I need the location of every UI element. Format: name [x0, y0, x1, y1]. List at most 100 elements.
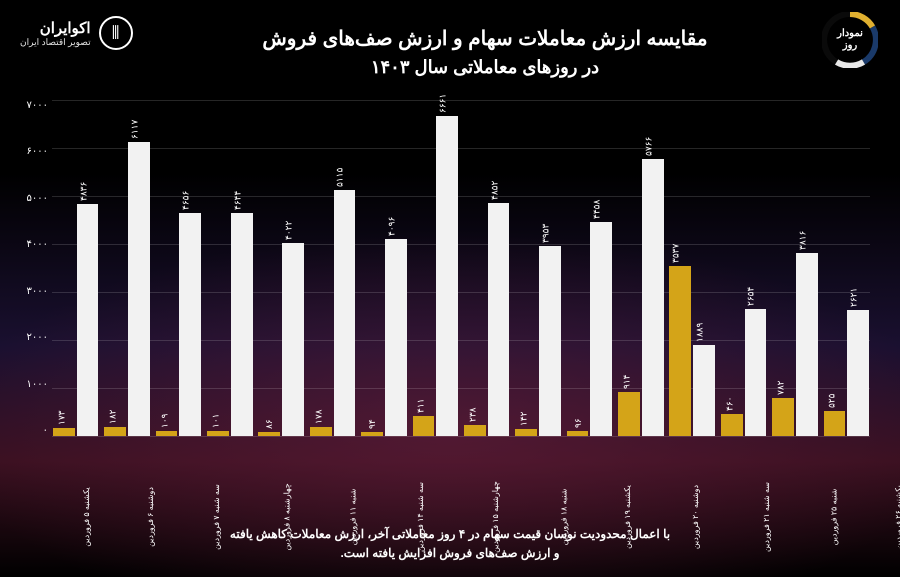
bar-value-label: ۱۷۸ — [313, 410, 324, 425]
bar-trades: ۱۸۸۹ — [693, 345, 715, 436]
bar-queues: ۸۶ — [258, 432, 280, 436]
bar-value-label: ۴۱۱ — [416, 399, 427, 414]
bar-group: ۱۸۸۹۳۵۳۷ — [669, 100, 716, 436]
bar-trades: ۵۱۱۵ — [334, 190, 356, 436]
bar-value-label: ۳۸۱۶ — [797, 231, 808, 250]
bar-queues: ۱۸۲ — [104, 427, 126, 436]
bar-queues: ۳۵۳۷ — [669, 266, 691, 436]
y-tick: ۴۰۰۰ — [12, 239, 48, 250]
bar-value-label: ۱۰۱ — [211, 414, 222, 429]
chart-badge: نمودار روز — [822, 12, 878, 68]
y-tick: ۰ — [12, 425, 48, 436]
bar-group: ۳۸۱۶ ۷۸۲ — [771, 100, 818, 436]
chart-title-block: مقایسه ارزش معاملات سهام و ارزش صف‌های ف… — [180, 26, 790, 78]
chart-bars: ۴۸۳۶۱۷۳۶۱۱۷۱۸۲۴۶۵۶۱۰۹۴۶۴۴۱۰۱۴۰۲۲۸۶۵۱۱۵۱۷… — [52, 100, 870, 436]
brand-subtitle: تصویر اقتصاد ایران — [20, 37, 91, 48]
chart-title-line2: در روزهای معاملاتی سال ۱۴۰۳ — [180, 57, 790, 78]
bar-trades: ۶۱۱۷ — [128, 142, 150, 436]
brand-logo-icon: ⦀ — [99, 16, 133, 50]
bar-group: ۶۶۶۱۴۱۱ — [412, 100, 459, 436]
bar-queues: ۱۴۲ — [515, 429, 537, 436]
bar-value-label: ۴۰۹۶ — [386, 217, 397, 236]
brand-block: اکوایران تصویر اقتصاد ایران ⦀ — [20, 16, 133, 50]
bar-group: ۴۶۴۴۱۰۱ — [206, 100, 253, 436]
y-axis: ۷۰۰۰۶۰۰۰۵۰۰۰۴۰۰۰۳۰۰۰۲۰۰۰۱۰۰۰۰ — [12, 100, 48, 436]
bar-value-label: ۲۶۲۱ — [849, 288, 860, 307]
caption-line1: با اعمال محدودیت نوسان قیمت سهام در ۴ رو… — [0, 525, 900, 544]
bar-value-label: ۷۸۲ — [776, 381, 787, 396]
bar-queues: ۱۷۳ — [53, 428, 75, 436]
brand-title: اکوایران — [20, 19, 91, 37]
bar-group: ۵۱۱۵۱۷۸ — [309, 100, 356, 436]
bar-group: ۵۷۶۶۹۱۴ — [617, 100, 664, 436]
bar-value-label: ۵۲۵ — [827, 393, 838, 408]
y-tick: ۲۰۰۰ — [12, 332, 48, 343]
page-root: اکوایران تصویر اقتصاد ایران ⦀ نمودار روز… — [0, 0, 900, 577]
y-tick: ۳۰۰۰ — [12, 286, 48, 297]
bar-trades: ۲۶۲۱ — [847, 310, 869, 436]
bar-value-label: ۳۵۳۷ — [671, 244, 682, 263]
bar-queues: ۹۶ — [567, 431, 589, 436]
bar-queues: ۹۴ — [361, 432, 383, 437]
chart-area: ۷۰۰۰۶۰۰۰۵۰۰۰۴۰۰۰۳۰۰۰۲۰۰۰۱۰۰۰۰ ۴۸۳۶۱۷۳۶۱۱… — [52, 100, 870, 460]
bar-value-label: ۴۸۳۶ — [78, 182, 89, 201]
bar-group: ۴۸۳۶۱۷۳ — [52, 100, 99, 436]
bar-trades: ۳۹۵۳ — [539, 246, 561, 436]
bar-value-label: ۴۶۰ — [724, 396, 735, 411]
y-tick: ۶۰۰۰ — [12, 146, 48, 157]
bar-group: ۴۶۵۶۱۰۹ — [155, 100, 202, 436]
y-tick: ۷۰۰۰ — [12, 100, 48, 111]
bar-value-label: ۵۱۱۵ — [335, 168, 346, 187]
bar-value-label: ۱۷۳ — [57, 410, 68, 425]
bar-queues: ۲۳۸ — [464, 425, 486, 436]
x-axis-labels: یکشنبه ۵ فروردیندوشنبه ۶ فروردینسه شنبه … — [52, 489, 870, 498]
bar-trades: ۴۶۴۴ — [231, 213, 253, 436]
chart-title-line1: مقایسه ارزش معاملات سهام و ارزش صف‌های ف… — [180, 26, 790, 51]
bar-value-label: ۸۶ — [264, 419, 275, 429]
bar-group: ۶۱۱۷۱۸۲ — [103, 100, 150, 436]
bar-group: ۲۶۲۱۵۲۵ — [823, 100, 870, 436]
bar-trades: ۴۸۳۶ — [77, 204, 99, 436]
bar-trades: ۴۸۵۲ — [488, 203, 510, 436]
bar-trades: ۵۷۶۶ — [642, 159, 664, 436]
bar-value-label: ۴۸۵۲ — [489, 181, 500, 200]
bar-trades: ۴۴۵۸ — [590, 222, 612, 436]
bar-value-label: ۴۴۵۸ — [592, 200, 603, 219]
bar-queues: ۴۶۰ — [721, 414, 743, 436]
bar-value-label: ۶۱۱۷ — [129, 120, 140, 139]
bar-group: ۴۰۲۲۸۶ — [258, 100, 305, 436]
bar-queues: ۱۰۹ — [156, 431, 178, 436]
bar-trades: ۳۸۱۶ — [796, 253, 818, 436]
bar-queues: ۱۷۸ — [310, 427, 332, 436]
bar-value-label: ۵۷۶۶ — [643, 137, 654, 156]
bar-value-label: ۴۰۲۲ — [283, 221, 294, 240]
bar-trades: ۴۰۹۶ — [385, 239, 407, 436]
bar-value-label: ۴۶۴۴ — [232, 191, 243, 210]
bar-queues: ۵۲۵ — [824, 411, 846, 436]
badge-label: نمودار روز — [822, 12, 878, 68]
bar-queues: ۹۱۴ — [618, 392, 640, 436]
bar-value-label: ۱۰۹ — [159, 413, 170, 428]
bar-value-label: ۶۶۶۱ — [438, 94, 449, 113]
chart-caption: با اعمال محدودیت نوسان قیمت سهام در ۴ رو… — [0, 525, 900, 563]
bar-value-label: ۳۹۵۳ — [540, 224, 551, 243]
bar-queues: ۴۱۱ — [413, 416, 435, 436]
bar-queues: ۱۰۱ — [207, 431, 229, 436]
bar-value-label: ۲۳۸ — [468, 407, 479, 422]
bar-value-label: ۱۸۸۹ — [694, 323, 705, 342]
bar-value-label: ۱۴۲ — [519, 412, 530, 427]
bar-trades: ۶۶۶۱ — [436, 116, 458, 436]
bar-value-label: ۹۴ — [367, 419, 378, 429]
bar-trades: ۲۶۵۴ — [745, 309, 767, 436]
bar-trades: ۴۰۲۲ — [282, 243, 304, 436]
bar-group: ۴۰۹۶۹۴ — [360, 100, 407, 436]
caption-line2: و ارزش صف‌های فروش افزایش یافته است. — [0, 544, 900, 563]
bar-value-label: ۱۸۲ — [108, 410, 119, 425]
y-tick: ۵۰۰۰ — [12, 193, 48, 204]
brand-logo-glyph: ⦀ — [112, 23, 120, 44]
bar-trades: ۴۶۵۶ — [179, 213, 201, 436]
bar-group: ۴۸۵۲۲۳۸ — [463, 100, 510, 436]
bar-group: ۴۴۵۸۹۶ — [566, 100, 613, 436]
bar-group: ۳۹۵۳۱۴۲ — [514, 100, 561, 436]
bar-group: ۲۶۵۴۴۶۰ — [720, 100, 767, 436]
